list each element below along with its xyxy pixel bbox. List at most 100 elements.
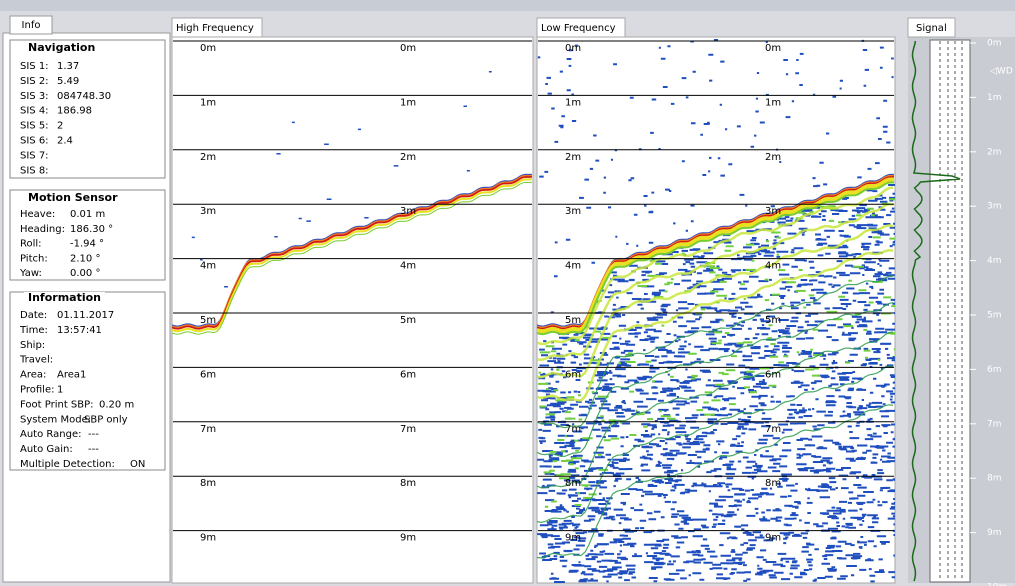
row-label: Foot Print SBP: [20,399,94,410]
depth-label: 1m [200,97,216,108]
row-label: SIS 2: [20,76,49,87]
row-value: 084748.30 [57,91,111,102]
depth-label: 8m [400,478,416,489]
row-label: Yaw: [19,268,42,279]
depth-label: 0m [765,43,781,54]
tab-label[interactable]: High Frequency [176,23,254,34]
depth-label: 9m [400,533,416,544]
depth-label: 6m [400,369,416,380]
row-value: 1.37 [57,61,79,72]
scale-label: 5m [987,311,1002,321]
depth-label: 7m [565,424,581,435]
row-value: 2.10 ° [70,253,100,264]
depth-label: 2m [765,152,781,163]
row-value: 0.00 ° [70,268,100,279]
depth-label: 4m [765,261,781,272]
row-value: -1.94 ° [70,239,104,250]
depth-label: 5m [400,315,416,326]
scale-label: 10m [987,583,1007,586]
depth-label: 0m [565,43,581,54]
signal-graph [930,40,970,582]
scale-label: 0m [987,39,1002,49]
depth-label: 7m [400,424,416,435]
group-title: Navigation [28,41,95,54]
row-value: 5.49 [57,76,79,87]
depth-label: 3m [765,206,781,217]
row-value: 2 [57,121,63,132]
row-value: 0.20 m [99,399,134,410]
row-value: 0.01 m [70,209,105,220]
row-label: Auto Gain: [20,444,73,455]
row-label: Pitch: [20,253,48,264]
sonar-window: Info High Frequency Low Frequency Signal… [0,0,1015,586]
row-value: 1 [57,385,63,396]
row-label: Auto Range: [20,429,81,440]
row-value: 13:57:41 [57,325,102,336]
depth-label: 2m [565,152,581,163]
depth-label: 3m [400,206,416,217]
row-value: 186.30 ° [70,224,113,235]
depth-label: 8m [200,478,216,489]
scale-label: 6m [987,365,1002,375]
row-label: SIS 3: [20,91,49,102]
row-label: Area: [20,370,46,381]
tab-label[interactable]: Info [22,20,41,31]
depth-label: 5m [565,315,581,326]
wd-marker: ◁WD [990,67,1013,77]
depth-label: 5m [200,315,216,326]
row-label: Roll: [20,239,42,250]
depth-label: 1m [765,97,781,108]
row-value: 01.11.2017 [57,310,114,321]
scale-label: 7m [987,419,1002,429]
depth-label: 8m [765,478,781,489]
row-label: Time: [19,325,48,336]
depth-label: 9m [200,533,216,544]
depth-label: 2m [200,152,216,163]
scale-label: 1m [987,93,1002,103]
row-value: --- [88,444,99,455]
depth-label: 6m [565,369,581,380]
row-label: Ship: [20,340,45,351]
row-label: SIS 4: [20,106,49,117]
scale-label: 8m [987,474,1002,484]
row-label: Profile: [20,385,54,396]
row-label: SIS 8: [20,165,49,176]
depth-label: 5m [765,315,781,326]
scale-label: 9m [987,528,1002,538]
depth-label: 6m [765,369,781,380]
scale-label: 3m [987,202,1002,212]
row-value: Area1 [57,370,86,381]
depth-label: 1m [565,97,581,108]
scale-label: 4m [987,256,1002,266]
scale-label: 2m [987,147,1002,157]
group-title: Information [28,291,101,304]
row-label: Travel: [19,355,53,366]
row-value: SBP only [84,414,128,425]
row-label: SIS 7: [20,150,49,161]
top-toolbar [0,0,1015,11]
depth-label: 4m [400,261,416,272]
group-title: Motion Sensor [28,191,118,204]
row-value: 186.98 [57,106,92,117]
row-value: 2.4 [57,136,73,147]
tab-label[interactable]: Low Frequency [541,23,616,34]
depth-label: 3m [565,206,581,217]
tab-label[interactable]: Signal [916,23,947,34]
depth-label: 1m [400,97,416,108]
row-label: Date: [20,310,47,321]
depth-label: 4m [565,261,581,272]
row-label: SIS 6: [20,136,49,147]
depth-label: 7m [765,424,781,435]
depth-label: 2m [400,152,416,163]
depth-label: 0m [400,43,416,54]
depth-label: 6m [200,369,216,380]
row-label: Heading: [20,224,65,235]
depth-label: 7m [200,424,216,435]
depth-label: 8m [565,478,581,489]
row-label: Multiple Detection: [20,459,115,470]
depth-label: 9m [765,533,781,544]
row-label: System Mode: [20,414,91,425]
depth-label: 9m [565,533,581,544]
row-label: Heave: [20,209,55,220]
row-value: --- [88,429,99,440]
